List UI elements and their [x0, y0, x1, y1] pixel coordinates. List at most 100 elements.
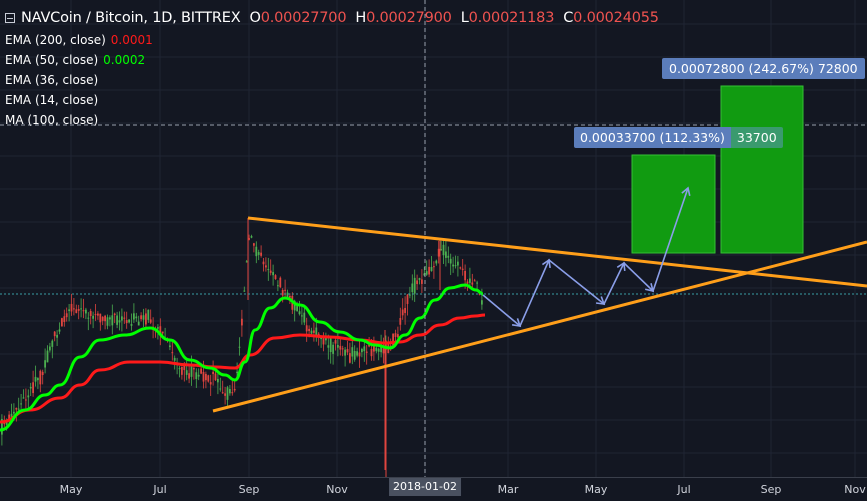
candle-body	[193, 368, 195, 370]
low-label: L	[460, 10, 469, 26]
candle-body	[121, 316, 123, 321]
candle-body	[353, 350, 356, 360]
x-tick-label: Mar	[497, 483, 519, 496]
candle-body	[413, 277, 416, 294]
x-tick-label: Jul	[677, 483, 691, 496]
target-label-small: 0.00033700 (112.33%) 33700	[574, 127, 783, 148]
candle-body	[351, 347, 354, 357]
candle-body	[406, 294, 409, 304]
arrowhead	[645, 283, 655, 293]
candle-body	[188, 373, 190, 379]
candle-body	[452, 264, 454, 267]
candle-body	[123, 317, 126, 319]
candle-body	[135, 316, 138, 319]
x-tick-label: May	[59, 483, 83, 496]
candle-body	[183, 364, 186, 371]
candle-body	[77, 308, 80, 311]
candle-body	[106, 317, 109, 326]
candle-body	[337, 345, 339, 348]
candle-body	[89, 310, 92, 317]
candle-body	[73, 308, 75, 310]
candle-body	[142, 315, 145, 320]
candle-body	[94, 314, 97, 316]
candle-body	[125, 320, 128, 324]
candle-body	[397, 334, 399, 338]
candle-body	[5, 420, 8, 425]
candle-body	[27, 395, 30, 398]
candle-body	[399, 318, 402, 325]
candle-body	[356, 351, 358, 356]
candle-body	[149, 319, 152, 323]
candle-body	[41, 371, 44, 376]
candle-body	[363, 346, 366, 352]
candle-body	[207, 375, 210, 382]
candle-body	[421, 279, 423, 284]
collapse-legend-icon[interactable]	[5, 13, 15, 23]
candle-body	[202, 371, 205, 382]
candle-body	[411, 283, 414, 293]
candle-body	[82, 310, 85, 312]
candle-body	[394, 333, 397, 337]
ema-200-line	[0, 313, 486, 424]
candle-body	[298, 311, 301, 315]
candle-body	[58, 329, 61, 332]
candle-body	[269, 270, 272, 273]
candle-body	[56, 334, 58, 338]
candle-body	[459, 267, 462, 269]
candle-body	[178, 368, 181, 370]
indicator-value: 0.0002	[103, 53, 146, 67]
candle-body	[159, 326, 162, 334]
candle-body	[308, 328, 310, 332]
candle-body	[471, 282, 474, 285]
candle-body	[437, 248, 440, 257]
candle-body	[418, 278, 421, 280]
candle-body	[322, 336, 325, 345]
candle-body	[61, 318, 63, 327]
candle-body	[116, 315, 118, 325]
candle-body	[241, 318, 243, 326]
candle-body	[272, 272, 274, 276]
candle-body	[29, 387, 32, 389]
indicator-ema-50[interactable]: EMA (50, close) 0.0002	[5, 51, 145, 69]
candle-body	[313, 330, 315, 333]
indicator-ma-100[interactable]: MA (100, close)	[5, 111, 98, 129]
candle-body	[358, 352, 361, 357]
low-value: 0.00021183	[468, 10, 555, 26]
indicator-ema-14[interactable]: EMA (14, close)	[5, 91, 98, 109]
candle-body	[63, 316, 66, 322]
candle-body	[466, 281, 469, 284]
x-tick-label: Nov	[844, 483, 866, 496]
open-value: 0.00027700	[260, 10, 347, 26]
arrowhead	[616, 261, 626, 272]
close-value: 0.00024055	[573, 10, 659, 26]
candle-body	[145, 313, 147, 325]
candle-body	[253, 243, 255, 246]
candle-body	[423, 273, 426, 276]
candle-body	[447, 255, 450, 258]
candle-body	[255, 246, 258, 257]
candle-body	[329, 338, 332, 353]
candle-body	[68, 309, 70, 312]
candle-body	[185, 370, 188, 375]
candle-body	[169, 345, 171, 348]
candle-body	[346, 349, 349, 353]
candle-body	[428, 266, 430, 275]
arrowhead	[511, 318, 522, 327]
indicator-ema-36[interactable]: EMA (36, close)	[5, 71, 98, 89]
candle-body	[173, 357, 176, 361]
candle-body	[205, 373, 207, 381]
candle-body	[392, 333, 394, 347]
indicator-value: 0.0001	[110, 33, 153, 47]
candle-body	[265, 265, 267, 268]
candle-body	[113, 313, 116, 316]
candle-body	[277, 285, 279, 287]
indicator-ema-200[interactable]: EMA (200, close) 0.0001	[5, 31, 153, 49]
candle-body	[15, 407, 18, 410]
candle-body	[212, 371, 214, 375]
candle-body	[457, 261, 459, 266]
triangle-lower-trendline	[212, 240, 867, 413]
candle-body	[445, 251, 447, 258]
candle-body	[104, 315, 106, 322]
candle-body	[17, 408, 20, 410]
